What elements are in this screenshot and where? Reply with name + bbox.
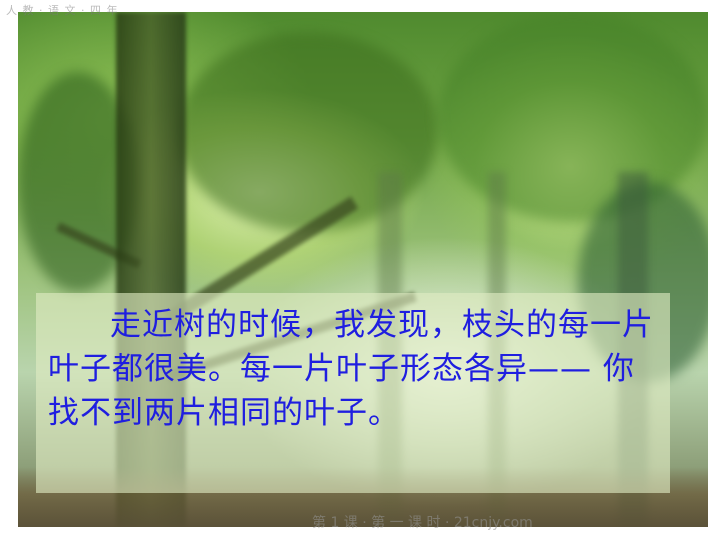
passage-text-box: 走近树的时候，我发现，枝头的每一片叶子都很美。每一片叶子形态各异—— 你找不到两… — [36, 293, 670, 493]
passage-text: 走近树的时候，我发现，枝头的每一片叶子都很美。每一片叶子形态各异—— 你找不到两… — [48, 307, 654, 431]
footer-watermark: 第 1 课 · 第 一 课 时 · 21cnjy.com — [312, 515, 533, 531]
header-text: 人 教 · 语 文 · 四 年 — [6, 4, 119, 17]
foliage-blur — [178, 32, 438, 232]
